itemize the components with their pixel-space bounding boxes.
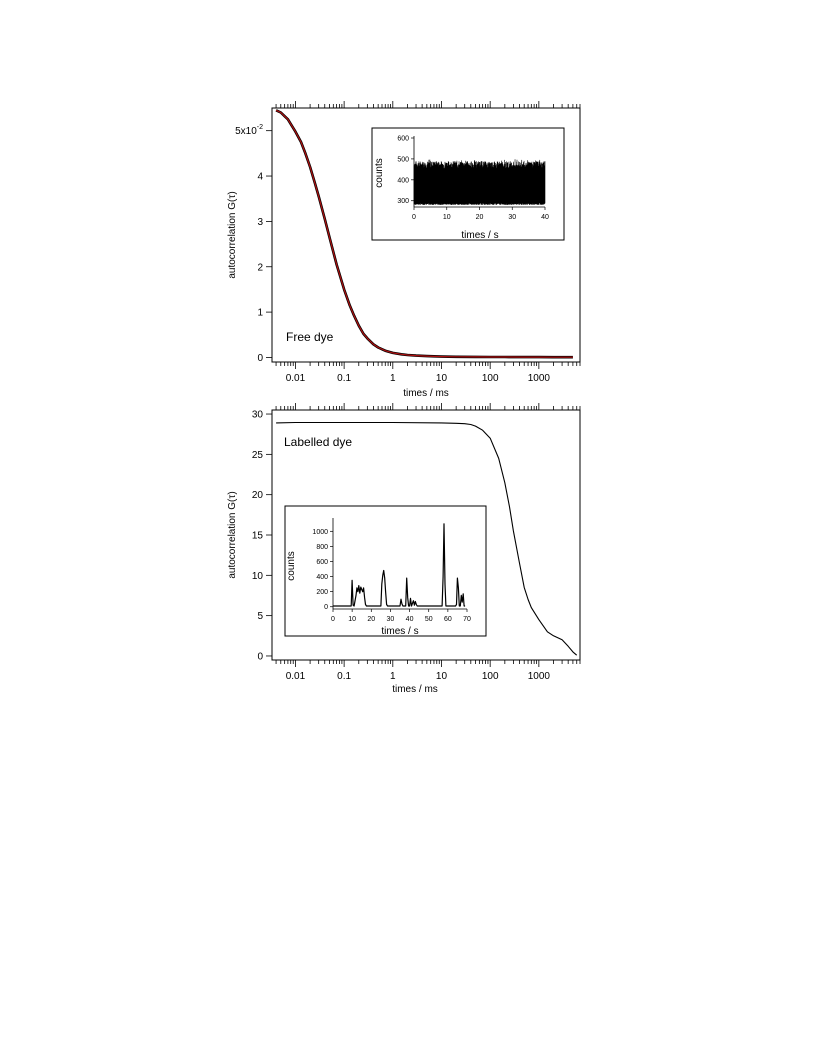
x-tick-label: 1000 xyxy=(528,671,551,682)
x-tick-label: 0.1 xyxy=(337,373,351,384)
inset-x-tick-label: 20 xyxy=(476,214,484,221)
x-tick-label: 1 xyxy=(390,671,396,682)
y-tick-label: 15 xyxy=(252,531,264,542)
inset-counts-trace xyxy=(333,523,466,607)
y-tick-label: 5 xyxy=(257,611,263,622)
panel-annotation: Free dye xyxy=(286,330,334,344)
inset-y-tick-label: 500 xyxy=(397,156,409,163)
x-tick-label: 0.01 xyxy=(286,373,306,384)
inset-y-tick-label: 1000 xyxy=(312,529,328,536)
plot-frame xyxy=(271,107,581,363)
y-tick-label: 20 xyxy=(252,490,264,501)
x-tick-label: 10 xyxy=(436,373,448,384)
y-tick-label: 1 xyxy=(257,308,263,319)
inset-x-tick-label: 10 xyxy=(348,616,356,623)
inset-x-tick-label: 40 xyxy=(541,214,549,221)
inset-x-tick-label: 50 xyxy=(425,616,433,623)
inset-x-tick-label: 60 xyxy=(444,616,452,623)
series-layer xyxy=(275,109,573,359)
x-tick-label: 0.01 xyxy=(286,671,306,682)
data-line xyxy=(276,421,578,656)
y-tick-label: 25 xyxy=(252,450,264,461)
inset-y-tick-label: 300 xyxy=(397,198,409,205)
inset-box xyxy=(284,505,487,637)
series-layer xyxy=(276,421,578,656)
inset-y-label: counts xyxy=(286,551,297,580)
inset-x-tick-label: 30 xyxy=(387,616,395,623)
x-tick-label: 100 xyxy=(482,671,499,682)
y-tick-label: 2 xyxy=(257,262,263,273)
inset-series xyxy=(413,159,546,205)
y-tick-label: 3 xyxy=(257,217,263,228)
x-tick-label: 1 xyxy=(390,373,396,384)
inset-y-tick-label: 800 xyxy=(316,544,328,551)
y-axis-label: autocorrelation G(τ) xyxy=(227,191,238,278)
inset-y-tick-label: 0 xyxy=(324,604,328,611)
inset-x-tick-label: 30 xyxy=(508,214,516,221)
fit-line xyxy=(275,109,573,358)
x-axis-label: times / ms xyxy=(403,388,449,399)
inset-x-tick-label: 70 xyxy=(463,616,471,623)
counts-inset: 0 10 20 30 40 50 60 70 0 200 400 600 800 1000 times /… xyxy=(284,505,487,637)
inset-counts-trace xyxy=(413,159,546,205)
inset-y-tick-label: 400 xyxy=(397,177,409,184)
inset-x-label: times / s xyxy=(381,626,418,637)
inset-axes: 0 10 20 30 40 50 60 70 0 200 400 600 800 1000 xyxy=(312,518,471,623)
inset-y-tick-label: 600 xyxy=(397,136,409,143)
inset-x-tick-label: 0 xyxy=(412,214,416,221)
panel-annotation: Labelled dye xyxy=(284,435,352,449)
x-axis-label: times / ms xyxy=(392,684,438,695)
y-tick-label: 0 xyxy=(257,353,263,364)
inset-x-tick-label: 20 xyxy=(367,616,375,623)
inset-y-tick-label: 200 xyxy=(316,589,328,596)
x-tick-label: 100 xyxy=(482,373,499,384)
y-tick-label: 0 xyxy=(257,651,263,662)
counts-inset: 0 10 20 30 40 300 400 500 600 times / s counts xyxy=(371,127,565,241)
inset-y-tick-label: 600 xyxy=(316,559,328,566)
inset-x-tick-label: 0 xyxy=(331,616,335,623)
y-tick-label: 30 xyxy=(252,410,264,421)
x-tick-label: 0.1 xyxy=(337,671,351,682)
y-tick-label: 5x10-2 xyxy=(235,124,263,137)
inset-axes: 0 10 20 30 40 300 400 500 600 xyxy=(397,136,549,222)
y-axis-label: autocorrelation G(τ) xyxy=(227,491,238,578)
inset-x-label: times / s xyxy=(461,230,498,241)
inset-x-tick-label: 40 xyxy=(406,616,414,623)
x-tick-label: 10 xyxy=(436,671,448,682)
y-tick-label: 4 xyxy=(257,172,263,183)
inset-y-label: counts xyxy=(374,158,385,187)
inset-series xyxy=(333,523,466,607)
y-tick-label: 10 xyxy=(252,571,264,582)
x-tick-label: 1000 xyxy=(528,373,551,384)
inset-x-tick-label: 10 xyxy=(443,214,451,221)
inset-y-tick-label: 400 xyxy=(316,574,328,581)
